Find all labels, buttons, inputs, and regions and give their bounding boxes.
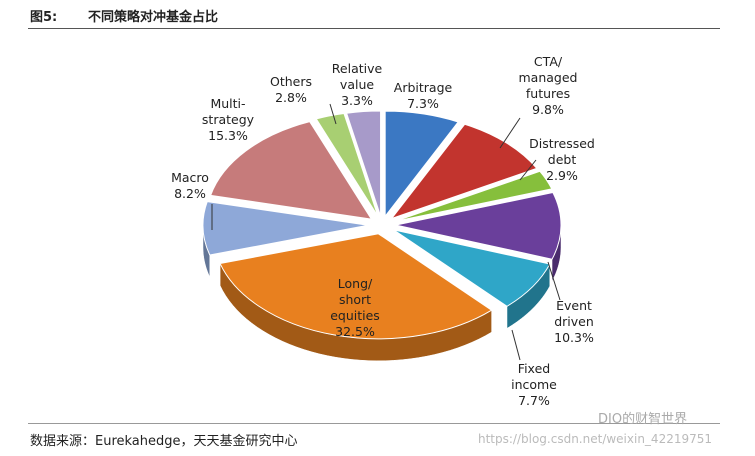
slice-label: Arbitrage 7.3%	[383, 80, 463, 112]
slice-label: CTA/ managed futures 9.8%	[508, 54, 588, 118]
pie-slice	[209, 121, 373, 220]
category-label: Relative value	[331, 61, 383, 92]
pie-slice	[393, 229, 551, 307]
pie-slice	[395, 191, 562, 260]
watermark-name: DIO的财智世界	[598, 412, 688, 427]
value-label: 7.7%	[518, 393, 550, 408]
source: 数据来源：Eurekahedge，天天基金研究中心	[30, 434, 298, 449]
slice-label: Multi- strategy 15.3%	[198, 96, 258, 144]
figure-label: 图5:	[30, 10, 58, 25]
value-label: 2.9%	[546, 168, 578, 183]
category-label: Arbitrage	[393, 80, 453, 95]
pie-slice	[315, 112, 379, 217]
category-label: Event driven	[554, 298, 594, 329]
pie-slice	[219, 233, 493, 340]
footer-rule	[28, 423, 720, 424]
value-label: 8.2%	[174, 186, 206, 201]
value-label: 32.5%	[335, 324, 375, 339]
slice-label: Others 2.8%	[261, 74, 321, 106]
slice-label: Fixed income 7.7%	[504, 361, 564, 409]
pie-slice	[202, 201, 369, 256]
figure-title: 不同策略对冲基金占比	[88, 10, 219, 25]
slice-label: Distressed debt 2.9%	[527, 136, 597, 184]
leader-line	[499, 117, 521, 149]
leader-line	[547, 261, 561, 301]
value-label: 9.8%	[532, 102, 564, 117]
leader-line	[511, 329, 521, 361]
slice-label: Relative value 3.3%	[322, 61, 392, 109]
pie-slice	[384, 110, 460, 218]
leader-line	[519, 159, 537, 181]
value-label: 10.3%	[554, 330, 594, 345]
slice-label: Macro 8.2%	[160, 170, 220, 202]
category-label: Macro	[171, 170, 209, 185]
leader-line	[329, 103, 337, 125]
category-label: Multi- strategy	[201, 96, 255, 127]
pie-slice	[345, 110, 382, 217]
value-label: 15.3%	[208, 128, 248, 143]
slice-label: Event driven 10.3%	[544, 298, 604, 346]
category-label: CTA/ managed futures	[518, 54, 578, 101]
value-label: 3.3%	[341, 93, 373, 108]
value-label: 2.8%	[275, 90, 307, 105]
header-rule	[28, 28, 720, 29]
category-label: Fixed income	[511, 361, 557, 392]
slice-label: Long/ short equities 32.5%	[320, 276, 390, 340]
value-label: 7.3%	[407, 96, 439, 111]
pie-slice	[394, 170, 553, 222]
category-label: Distressed debt	[529, 136, 595, 167]
category-label: Long/ short equities	[330, 276, 380, 323]
category-label: Others	[269, 74, 312, 89]
watermark-url: https://blog.csdn.net/weixin_42219751	[478, 432, 713, 446]
